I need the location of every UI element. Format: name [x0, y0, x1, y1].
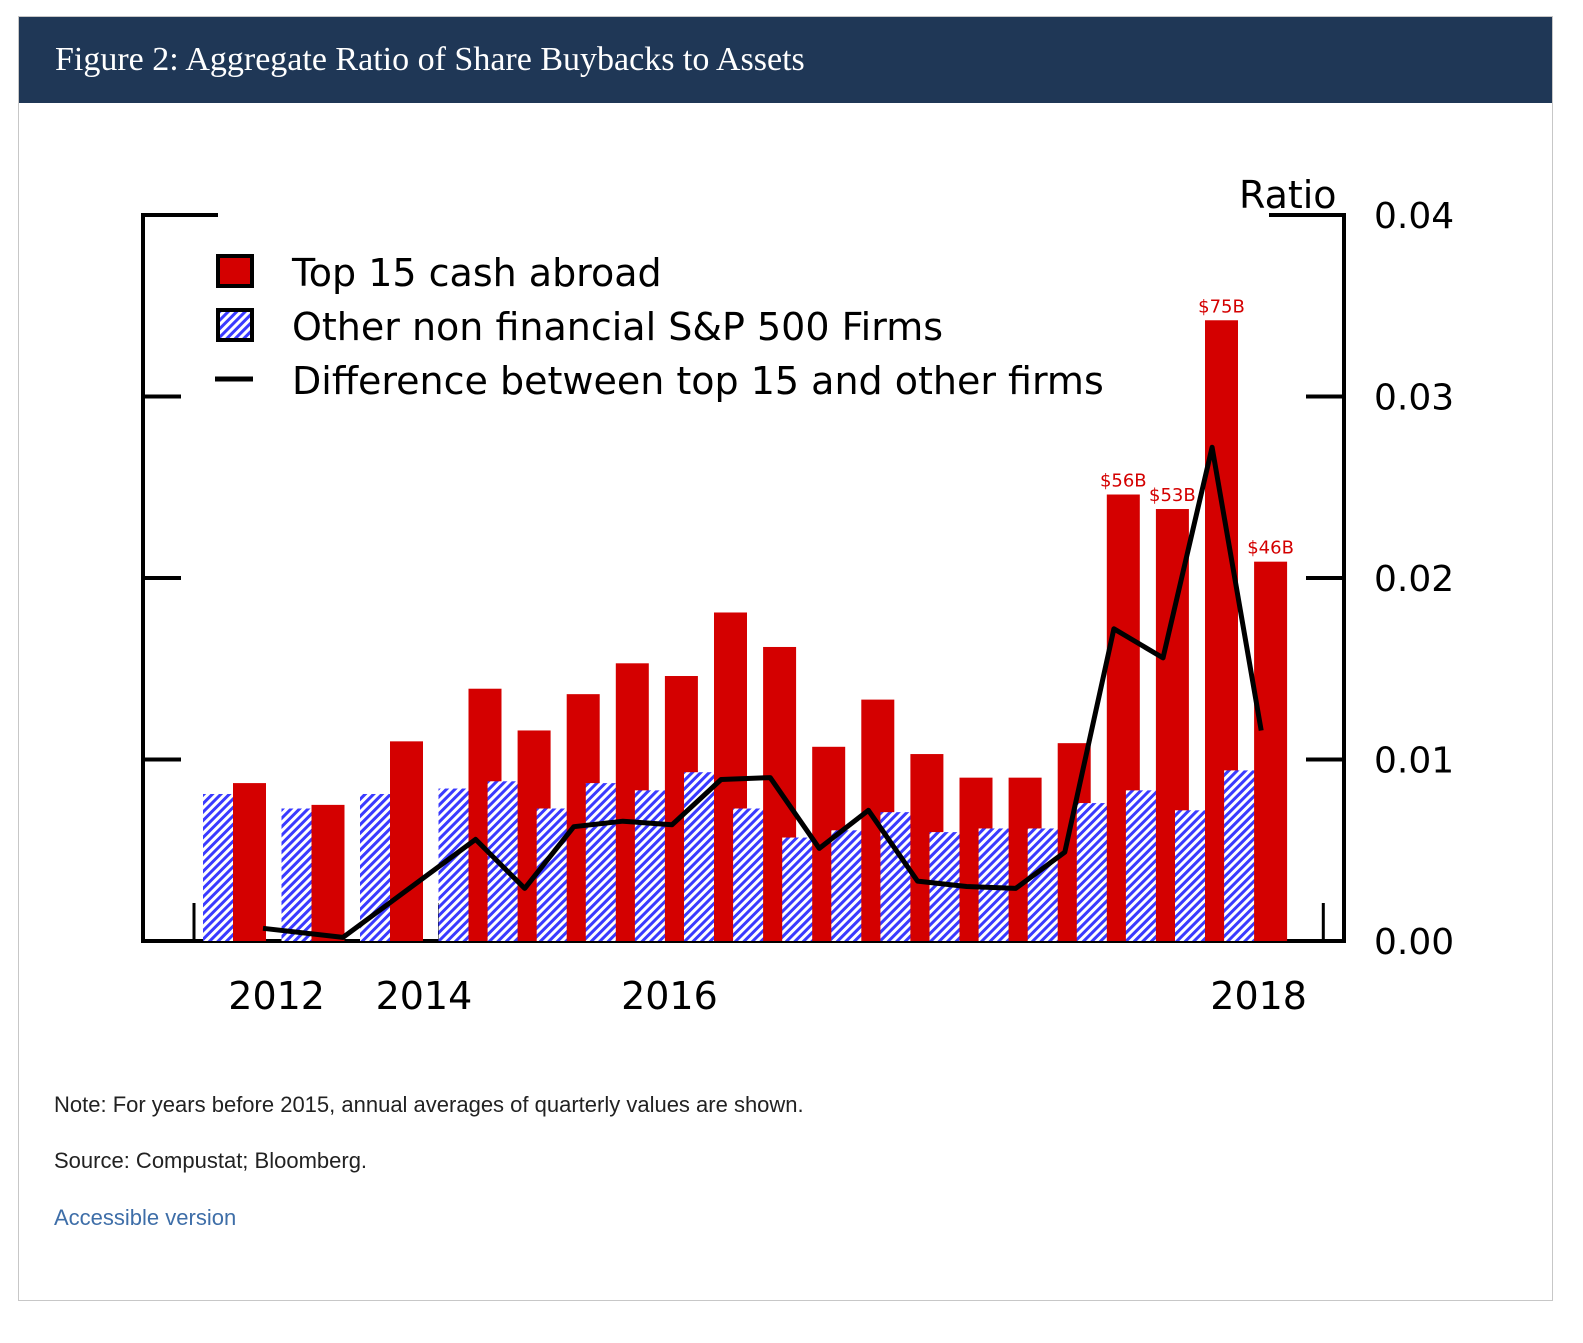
- bar-other-firms: [1125, 790, 1159, 941]
- figure-note: Note: For years before 2015, annual aver…: [54, 1092, 804, 1117]
- bar-other-firms: [1224, 770, 1258, 941]
- legend-label-other: Other non financial S&P 500 Firms: [292, 305, 943, 349]
- bar-other-firms: [733, 808, 767, 941]
- figure-source: Source: Compustat; Bloomberg.: [54, 1148, 368, 1173]
- bar-value-label: $75B: [1198, 296, 1245, 317]
- y-tick-label: 0.00: [1374, 922, 1454, 963]
- legend-label-difference: Difference between top 15 and other firm…: [292, 359, 1104, 403]
- chart-legend: Top 15 cash abroad Other non financial S…: [215, 251, 1104, 403]
- bar-other-firms: [203, 793, 236, 941]
- bar-other-firms: [634, 790, 668, 941]
- difference-line: [262, 444, 1264, 940]
- bar-other-firms: [281, 808, 315, 941]
- figure-card: Figure 2: Aggregate Ratio of Share Buyba…: [18, 16, 1553, 1301]
- bar-other-firms: [585, 783, 619, 941]
- bar-other-firms: [1027, 828, 1061, 941]
- y-axis-title: Ratio: [1239, 173, 1337, 217]
- bar-top15: [311, 804, 345, 941]
- legend-label-top15: Top 15 cash abroad: [291, 251, 662, 295]
- buyback-ratio-chart: 0.00 0.01 0.02 0.03 0.04 2012 2014 2016 2018 $56B…: [141, 173, 1454, 1018]
- bar-other-firms: [360, 793, 393, 941]
- x-tick-label: 2014: [376, 974, 473, 1018]
- figure-title: Figure 2: Aggregate Ratio of Share Buyba…: [19, 17, 1552, 103]
- bar-top15: [233, 783, 266, 941]
- y-tick-label: 0.03: [1374, 378, 1454, 419]
- bar-other-firms: [782, 837, 816, 941]
- bar-top15: [390, 741, 423, 941]
- y-tick-label: 0.04: [1374, 196, 1454, 237]
- legend-swatch-other: [216, 308, 254, 342]
- bar-other-firms: [487, 781, 521, 941]
- bar-value-label: $56B: [1100, 471, 1147, 492]
- bar-top15: [1254, 561, 1288, 941]
- bar-other-firms: [831, 830, 865, 941]
- bar-other-firms: [536, 808, 570, 941]
- y-tick-label: 0.01: [1374, 741, 1454, 782]
- x-tick-label: 2016: [621, 974, 718, 1018]
- bar-other-firms: [1175, 810, 1208, 941]
- bar-other-firms: [1076, 803, 1110, 941]
- y-tick-label: 0.02: [1374, 559, 1454, 600]
- x-tick-label: 2012: [228, 974, 325, 1018]
- bar-value-label: $46B: [1247, 538, 1294, 559]
- accessible-version-link[interactable]: Accessible version: [54, 1205, 237, 1230]
- legend-swatch-top15: [216, 254, 254, 288]
- bar-value-label: $53B: [1149, 485, 1196, 506]
- x-tick-label: 2018: [1210, 974, 1307, 1018]
